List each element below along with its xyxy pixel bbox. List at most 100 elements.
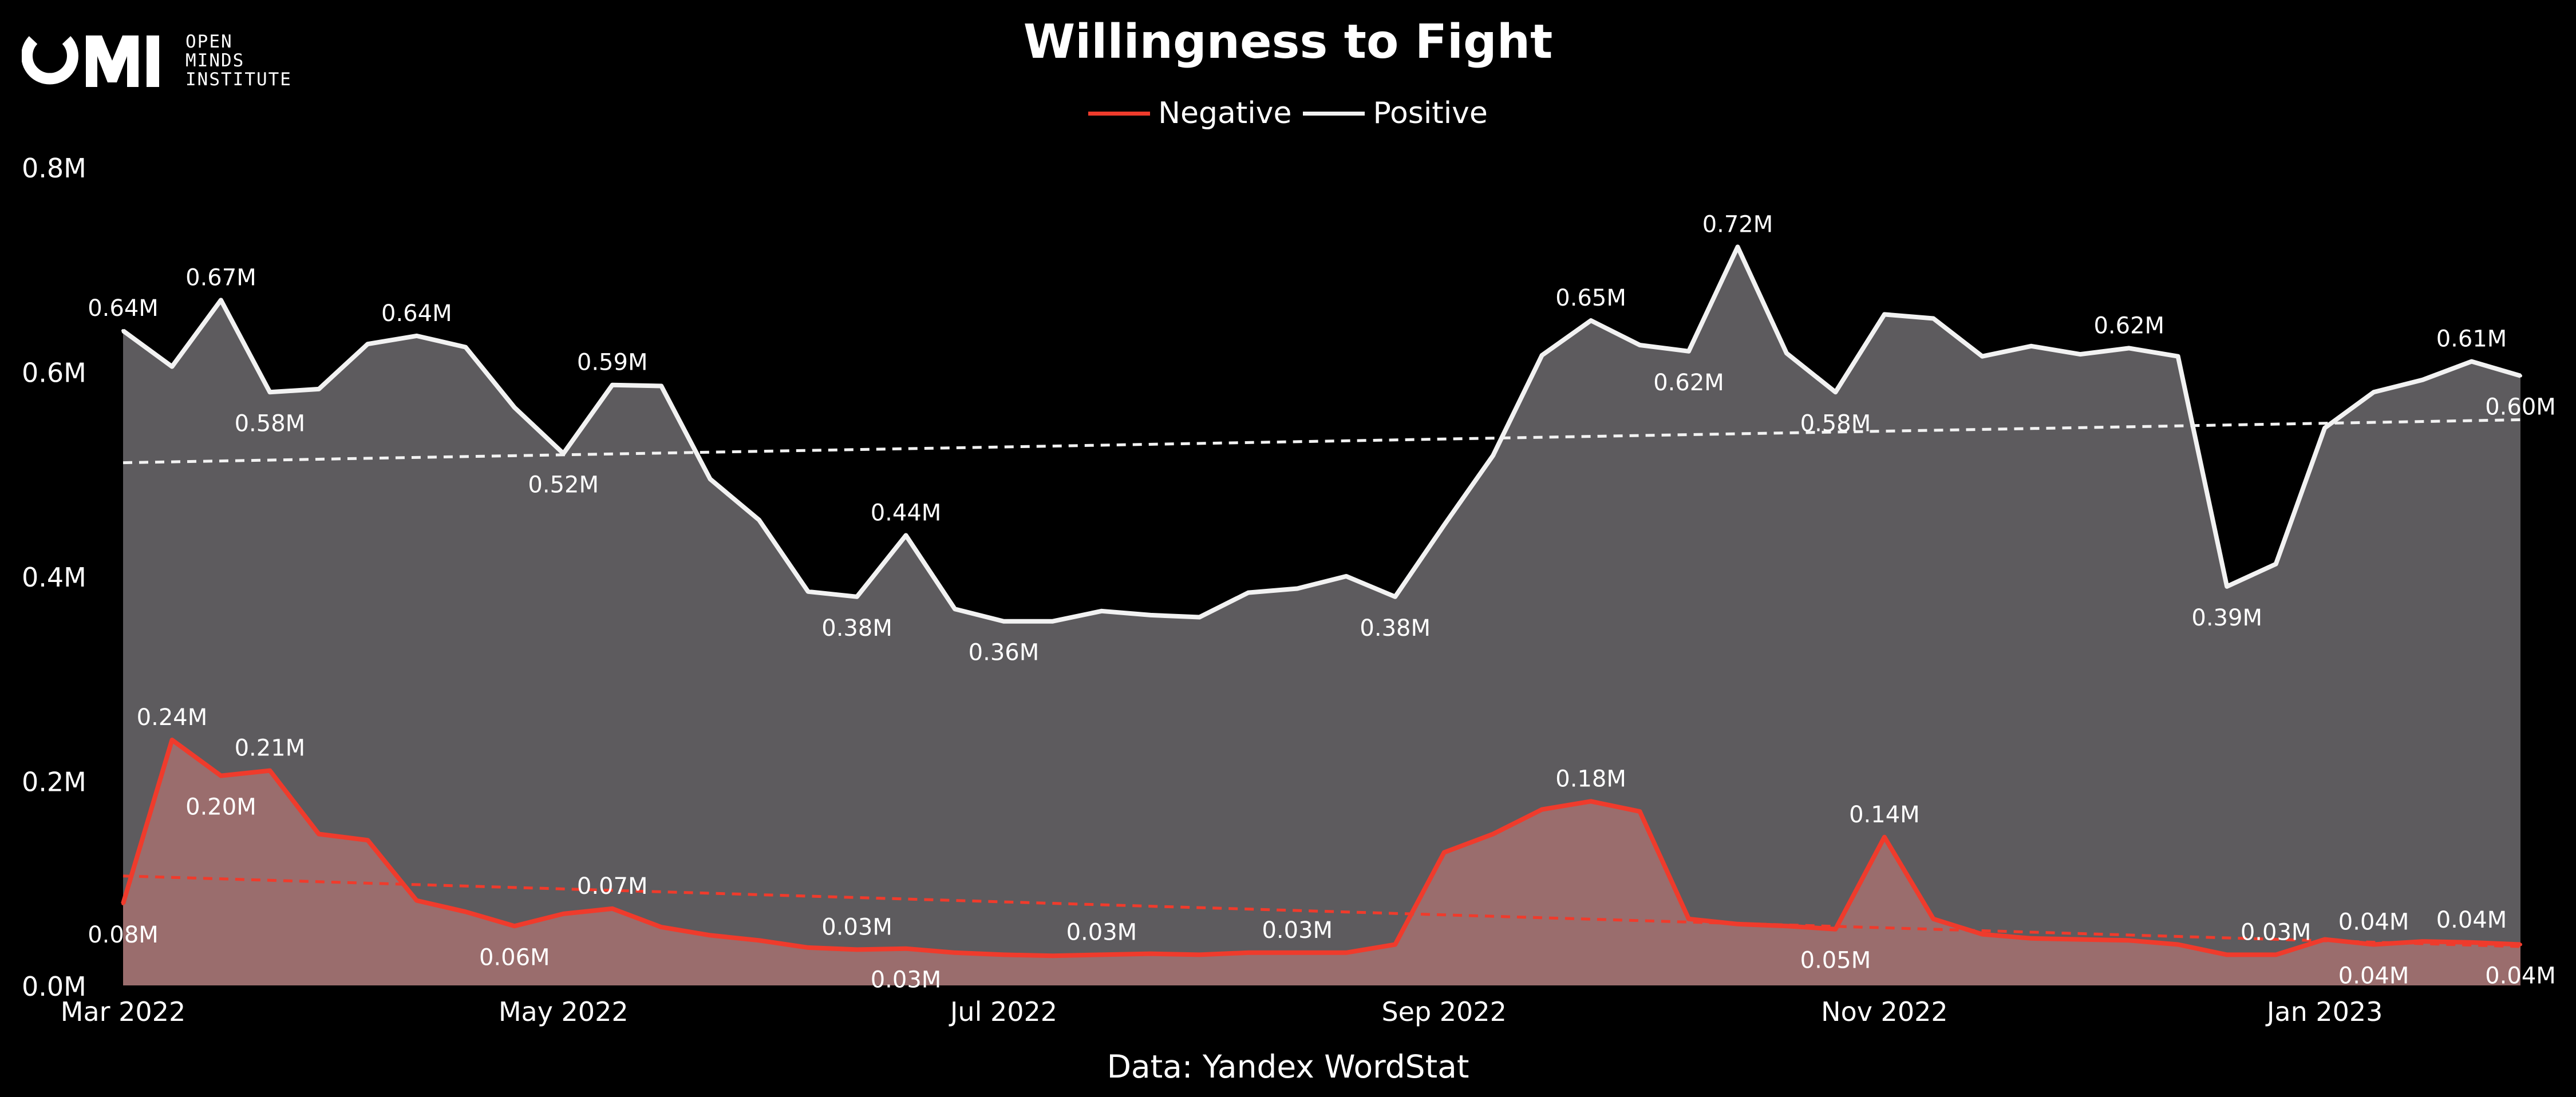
positive-point xyxy=(512,406,516,410)
y-tick-label: 0.2M xyxy=(22,767,86,798)
positive-point xyxy=(562,452,566,456)
positive-data-label: 0.36M xyxy=(969,640,1040,666)
negative-data-label: 0.04M xyxy=(2485,963,2556,989)
negative-data-label: 0.08M xyxy=(88,922,159,948)
negative-data-label: 0.14M xyxy=(1849,802,1920,828)
negative-data-label: 0.03M xyxy=(821,914,892,940)
negative-data-label: 0.18M xyxy=(1555,766,1626,792)
positive-data-label: 0.67M xyxy=(185,264,256,291)
negative-data-label: 0.04M xyxy=(2338,963,2409,989)
negative-point xyxy=(1834,927,1838,931)
positive-point xyxy=(2127,346,2131,350)
positive-data-label: 0.58M xyxy=(235,410,306,437)
negative-point xyxy=(2274,953,2278,957)
negative-data-label: 0.05M xyxy=(1800,948,1871,974)
positive-point xyxy=(1002,619,1006,623)
positive-point xyxy=(1540,353,1544,357)
positive-point xyxy=(1980,354,1984,358)
positive-data-label: 0.60M xyxy=(2485,394,2556,421)
negative-point xyxy=(610,906,614,910)
positive-point xyxy=(219,298,223,302)
negative-point xyxy=(1344,951,1348,955)
negative-point xyxy=(2323,937,2327,941)
negative-point xyxy=(1980,932,1984,936)
negative-point xyxy=(1931,917,1935,921)
y-tick-label: 0.8M xyxy=(22,153,86,184)
negative-point xyxy=(1002,953,1006,957)
negative-data-label: 0.03M xyxy=(2241,919,2312,945)
negative-point xyxy=(2078,937,2082,941)
negative-point xyxy=(414,898,418,902)
positive-data-label: 0.38M xyxy=(821,615,892,641)
negative-point xyxy=(1393,942,1397,946)
legend-label-positive: Positive xyxy=(1373,96,1488,130)
positive-point xyxy=(317,387,321,391)
negative-point xyxy=(1540,807,1544,811)
negative-point xyxy=(2519,942,2522,946)
x-tick-label: Mar 2022 xyxy=(61,996,185,1027)
logo-text: OPEN MINDS INSTITUTE xyxy=(185,32,292,89)
negative-point xyxy=(1784,924,1788,928)
negative-point xyxy=(806,945,810,949)
negative-data-label: 0.04M xyxy=(2338,909,2409,936)
negative-point xyxy=(2176,942,2180,946)
negative-point xyxy=(1638,810,1642,814)
positive-point xyxy=(1882,312,1886,316)
negative-data-label: 0.03M xyxy=(1262,917,1333,944)
positive-point xyxy=(1050,619,1054,623)
negative-data-label: 0.04M xyxy=(2436,907,2507,933)
y-tick-label: 0.0M xyxy=(22,971,86,1002)
negative-point xyxy=(659,925,663,929)
negative-point xyxy=(317,832,321,836)
positive-point xyxy=(2470,359,2474,363)
positive-data-label: 0.64M xyxy=(381,300,452,327)
negative-point xyxy=(1442,850,1446,854)
negative-point xyxy=(2127,938,2131,942)
positive-point xyxy=(414,334,418,338)
positive-data-label: 0.62M xyxy=(1653,370,1724,396)
positive-point xyxy=(2176,354,2180,358)
source-note: Data: Yandex WordStat xyxy=(1107,1048,1469,1085)
negative-point xyxy=(1736,922,1740,926)
logo-text-line: MINDS xyxy=(185,50,245,71)
positive-point xyxy=(2323,426,2327,430)
negative-point xyxy=(1100,953,1104,957)
negative-point xyxy=(1246,951,1250,955)
x-tick-label: May 2022 xyxy=(499,996,629,1027)
x-tick-label: Jan 2023 xyxy=(2265,996,2383,1027)
positive-point xyxy=(1931,316,1935,320)
positive-line xyxy=(121,244,2522,624)
positive-point xyxy=(170,365,174,369)
positive-point xyxy=(2225,584,2229,588)
negative-data-label: 0.03M xyxy=(1066,919,1137,945)
positive-point xyxy=(1295,587,1299,591)
legend-item-positive: Positive xyxy=(1303,96,1488,130)
positive-point xyxy=(953,607,957,611)
y-tick-label: 0.6M xyxy=(22,358,86,389)
negative-point xyxy=(953,951,957,955)
positive-data-label: 0.65M xyxy=(1555,285,1626,311)
negative-point xyxy=(1198,953,1202,957)
negative-point xyxy=(2470,940,2474,944)
positive-point xyxy=(2519,374,2522,378)
positive-data-label: 0.64M xyxy=(88,295,159,322)
positive-point xyxy=(268,390,272,394)
negative-point xyxy=(121,902,125,905)
positive-point xyxy=(855,595,859,599)
negative-data-label: 0.03M xyxy=(871,967,942,993)
legend-swatch-negative xyxy=(1088,111,1151,116)
positive-point xyxy=(1148,613,1152,617)
positive-data-label: 0.39M xyxy=(2191,605,2262,631)
negative-data-label: 0.24M xyxy=(137,704,208,731)
x-tick-label: Sep 2022 xyxy=(1381,996,1506,1027)
negative-point xyxy=(757,938,761,942)
negative-area xyxy=(123,740,2520,985)
legend-swatch-positive xyxy=(1303,111,1365,116)
negative-point xyxy=(1148,952,1152,956)
positive-point xyxy=(610,383,614,387)
negative-point xyxy=(562,912,566,916)
negative-point xyxy=(1589,799,1593,803)
negative-point xyxy=(170,738,174,742)
negative-point xyxy=(2225,953,2229,957)
